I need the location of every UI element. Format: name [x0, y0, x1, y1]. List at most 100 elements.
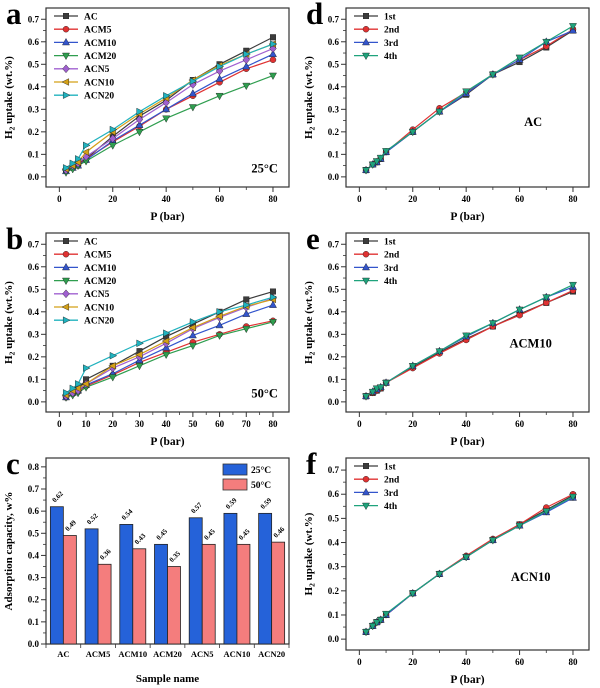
svg-text:50: 50 [188, 419, 198, 429]
legend: AC ACM5 ACM10 ACM20 ACN5 ACN10 ACN20 [54, 237, 116, 327]
plot-frame [345, 457, 590, 651]
series-4th [362, 493, 577, 637]
svg-text:0: 0 [357, 194, 362, 204]
svg-text:0.5: 0.5 [328, 284, 340, 294]
svg-text:40: 40 [462, 419, 472, 429]
x-axis: 0 20 40 60 80 [357, 187, 578, 204]
svg-text:2nd: 2nd [384, 26, 400, 36]
svg-text:ACM10: ACM10 [84, 39, 116, 49]
svg-text:0.7: 0.7 [328, 239, 340, 249]
svg-text:ACN20: ACN20 [258, 649, 285, 659]
panel-c-letter: c [6, 446, 20, 481]
svg-text:0.5: 0.5 [28, 528, 40, 538]
svg-text:0.59: 0.59 [224, 496, 239, 511]
svg-text:2nd: 2nd [384, 476, 400, 486]
svg-text:60: 60 [515, 419, 525, 429]
legend: 1st 2nd 3rd 4th [354, 12, 400, 62]
svg-text:20: 20 [108, 419, 118, 429]
series-ACM20 [62, 72, 277, 177]
svg-text:0.3: 0.3 [328, 562, 340, 572]
svg-text:0: 0 [57, 194, 62, 204]
svg-text:ACN10: ACN10 [84, 78, 114, 88]
panel-c: c 0.0 0.1 0.2 0.3 0.4 0.5 0.6 0.7 0.8 AC ACM5 ACM10… [0, 446, 300, 688]
svg-text:0: 0 [57, 419, 62, 429]
panel-b: b 0.0 0.1 0.2 0.3 0.4 0.5 0.6 0.7 0 10 20 30 40 50 60 7… [0, 221, 300, 450]
panel-d: d 0.0 0.1 0.2 0.3 0.4 0.5 0.6 0.7 0 20 40 60 80 P (ba… [300, 0, 600, 225]
svg-text:0.6: 0.6 [28, 37, 40, 47]
svg-text:0.0: 0.0 [28, 639, 40, 649]
svg-text:0.3: 0.3 [28, 104, 40, 114]
svg-text:0.5: 0.5 [28, 284, 40, 294]
svg-text:0.57: 0.57 [189, 501, 204, 516]
svg-text:0.1: 0.1 [328, 610, 340, 620]
svg-text:0.7: 0.7 [328, 465, 340, 475]
y-axis-label: H2 uptake (wt.%) [3, 56, 17, 139]
legend: 1st 2nd 3rd 4th [354, 462, 400, 512]
svg-text:0.4: 0.4 [328, 538, 340, 548]
svg-text:0.4: 0.4 [328, 82, 340, 92]
series-1st [363, 27, 576, 174]
panel-a-letter: a [6, 0, 22, 31]
x-axis-label: P (bar) [150, 211, 184, 223]
svg-text:ACM5: ACM5 [84, 251, 112, 261]
panel-f-chart: 0.0 0.1 0.2 0.3 0.4 0.5 0.6 0.7 0 20 40 60 80 P (bar)… [303, 457, 590, 686]
series-4th [362, 23, 577, 175]
svg-text:ACN10: ACN10 [223, 649, 250, 659]
svg-text:0.6: 0.6 [328, 489, 340, 499]
svg-text:80: 80 [568, 657, 578, 667]
svg-text:0.6: 0.6 [28, 262, 40, 272]
svg-text:0.0: 0.0 [28, 172, 40, 182]
y-axis: 0.0 0.1 0.2 0.3 0.4 0.5 0.6 0.7 [328, 239, 346, 407]
svg-text:0: 0 [357, 419, 362, 429]
svg-text:0.45: 0.45 [155, 527, 170, 542]
svg-text:60: 60 [515, 657, 525, 667]
series-ACM5 [62, 317, 277, 401]
x-axis: 0 20 40 60 80 [357, 650, 578, 667]
svg-text:0.45: 0.45 [202, 527, 217, 542]
panel-d-chart: 0.0 0.1 0.2 0.3 0.4 0.5 0.6 0.7 0 20 40 60 80 P (bar)… [303, 7, 590, 223]
panel-c-chart: 0.00.10.20.30.40.50.60.70.8AC ACM5 ACM10 AC… [3, 457, 290, 685]
svg-text:80: 80 [568, 419, 578, 429]
plot-annotation: ACN10 [511, 570, 551, 584]
svg-text:0.1: 0.1 [28, 617, 40, 627]
svg-text:ACN20: ACN20 [84, 317, 114, 327]
svg-text:0.1: 0.1 [28, 374, 40, 384]
svg-text:ACM5: ACM5 [84, 26, 112, 36]
svg-text:20: 20 [408, 419, 418, 429]
plot-frame [345, 7, 590, 188]
x-axis: 0 10 20 30 40 50 60 70 80 [57, 412, 278, 429]
svg-text:30: 30 [135, 419, 145, 429]
svg-text:40: 40 [462, 657, 472, 667]
svg-text:1st: 1st [384, 12, 396, 22]
panel-a-chart: 0.0 0.1 0.2 0.3 0.4 0.5 0.6 0.7 0 20 40 60 80 P (bar)… [3, 7, 290, 223]
y-axis-label: H2 uptake (wt.%) [303, 281, 317, 364]
svg-text:60: 60 [515, 194, 525, 204]
svg-text:0.7: 0.7 [328, 14, 340, 24]
series-ACN5 [62, 44, 277, 175]
panel-d-letter: d [306, 0, 324, 31]
svg-text:20: 20 [108, 194, 118, 204]
svg-text:0.43: 0.43 [133, 532, 148, 547]
svg-text:80: 80 [268, 194, 278, 204]
series-4th [362, 281, 577, 401]
series-ACN20 [63, 293, 278, 397]
svg-text:0.46: 0.46 [272, 525, 287, 540]
svg-text:40: 40 [462, 194, 472, 204]
svg-text:0.2: 0.2 [28, 352, 40, 362]
svg-text:0.2: 0.2 [328, 586, 340, 596]
plot-annotation: 25°C [251, 162, 278, 176]
x-axis: 0 20 40 60 80 [357, 412, 578, 429]
svg-text:0.2: 0.2 [328, 127, 340, 137]
svg-text:AC: AC [84, 12, 98, 22]
svg-text:0.2: 0.2 [28, 595, 40, 605]
svg-text:ACM20: ACM20 [84, 277, 116, 287]
svg-text:40: 40 [162, 194, 172, 204]
svg-text:0: 0 [357, 657, 362, 667]
svg-text:0.6: 0.6 [28, 506, 40, 516]
svg-text:0.54: 0.54 [120, 507, 135, 522]
panel-b-chart: 0.0 0.1 0.2 0.3 0.4 0.5 0.6 0.7 0 10 20 30 40 50 60 70 8… [3, 232, 290, 448]
svg-text:ACN5: ACN5 [191, 649, 214, 659]
svg-text:4th: 4th [384, 502, 398, 512]
svg-text:20: 20 [408, 657, 418, 667]
